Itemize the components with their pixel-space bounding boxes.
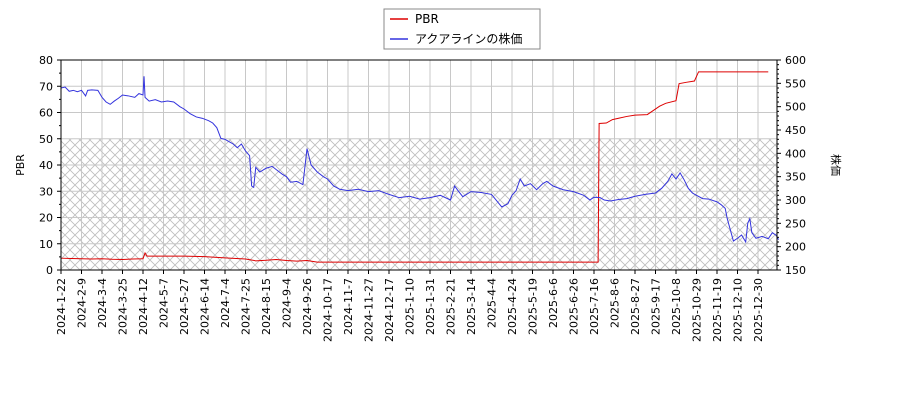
legend: PBR アクアラインの株価 <box>383 8 541 50</box>
y-right-tick-label: 500 <box>785 101 806 114</box>
y-left-tick-label: 80 <box>39 54 53 67</box>
x-tick-label: 2024-8-15 <box>260 278 273 335</box>
legend-label-stock-price: アクアラインの株価 <box>415 31 522 46</box>
x-tick-label: 2024-10-17 <box>322 278 335 342</box>
y-right-tick-label: 550 <box>785 77 806 90</box>
y-left-tick-label: 60 <box>39 107 53 120</box>
x-tick-label: 2024-7-4 <box>219 278 232 328</box>
y-right-tick-label: 400 <box>785 147 806 160</box>
axes: 0 10 20 30 40 50 60 70 80 150 200 250 300 350 400 450 50… <box>39 54 806 342</box>
x-tick-label: 2025-9-17 <box>650 278 663 335</box>
x-tick-label: 2025-4-4 <box>486 278 499 328</box>
x-tick-label: 2024-11-27 <box>363 278 376 342</box>
x-tick-label: 2025-8-27 <box>629 278 642 335</box>
x-tick-label: 2025-2-21 <box>445 278 458 335</box>
x-tick-label: 2025-3-14 <box>465 278 478 335</box>
x-tick-label: 2024-9-4 <box>281 278 294 328</box>
y-left-tick-label: 0 <box>46 264 53 277</box>
x-tick-label: 2024-6-14 <box>199 278 212 335</box>
y-left-tick-label: 70 <box>39 80 53 93</box>
x-tick-label: 2025-6-6 <box>547 278 560 328</box>
y-right-tick-label: 450 <box>785 124 806 137</box>
legend-box <box>383 8 541 50</box>
x-tick-label: 2024-5-27 <box>178 278 191 335</box>
x-tick-label: 2024-1-22 <box>55 278 68 335</box>
x-tick-label: 2024-7-25 <box>240 278 253 335</box>
y-right-tick-label: 200 <box>785 241 806 254</box>
x-tick-label: 2025-1-31 <box>424 278 437 335</box>
x-tick-label: 2024-4-12 <box>137 278 150 335</box>
x-tick-label: 2025-8-6 <box>609 278 622 328</box>
x-tick-label: 2025-6-26 <box>568 278 581 335</box>
y-right-tick-label: 150 <box>785 264 806 277</box>
x-tick-label: 2025-1-10 <box>404 278 417 335</box>
x-tick-label: 2024-5-7 <box>158 278 171 328</box>
x-tick-label: 2024-2-9 <box>76 278 89 328</box>
series-lines <box>60 71 779 263</box>
x-tick-label: 2025-12-30 <box>752 278 765 342</box>
y-axis-left-title: PBR <box>14 154 27 176</box>
y-left-tick-label: 50 <box>39 133 53 146</box>
x-tick-label: 2025-7-16 <box>588 278 601 335</box>
hatched-band <box>61 138 777 270</box>
y-axis-right-title: 株価 <box>829 154 843 176</box>
x-tick-label: 2024-3-4 <box>96 278 109 328</box>
x-tick-label: 2025-11-19 <box>711 278 724 342</box>
x-tick-label: 2025-10-29 <box>691 278 704 342</box>
x-tick-label: 2025-12-10 <box>732 278 745 342</box>
stock-price-line <box>60 76 779 244</box>
y-left-tick-label: 30 <box>39 185 53 198</box>
y-left-tick-label: 40 <box>39 159 53 172</box>
pbr-line <box>60 71 769 263</box>
x-tick-label: 2024-12-17 <box>383 278 396 342</box>
legend-label-pbr: PBR <box>415 12 439 26</box>
y-right-tick-label: 600 <box>785 54 806 67</box>
x-tick-label: 2025-4-24 <box>506 278 519 335</box>
y-right-tick-label: 250 <box>785 217 806 230</box>
x-tick-label: 2024-9-26 <box>301 278 314 335</box>
x-tick-label: 2024-3-25 <box>117 278 130 335</box>
x-tick-label: 2025-5-19 <box>527 278 540 335</box>
x-tick-label: 2025-10-8 <box>670 278 683 335</box>
x-tick-label: 2024-11-7 <box>342 278 355 335</box>
y-left-tick-label: 10 <box>39 238 53 251</box>
y-right-tick-label: 350 <box>785 171 806 184</box>
y-left-tick-label: 20 <box>39 212 53 225</box>
y-right-tick-label: 300 <box>785 194 806 207</box>
